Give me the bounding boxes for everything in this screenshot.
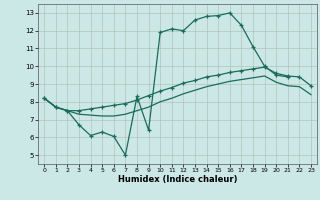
X-axis label: Humidex (Indice chaleur): Humidex (Indice chaleur) [118, 175, 237, 184]
